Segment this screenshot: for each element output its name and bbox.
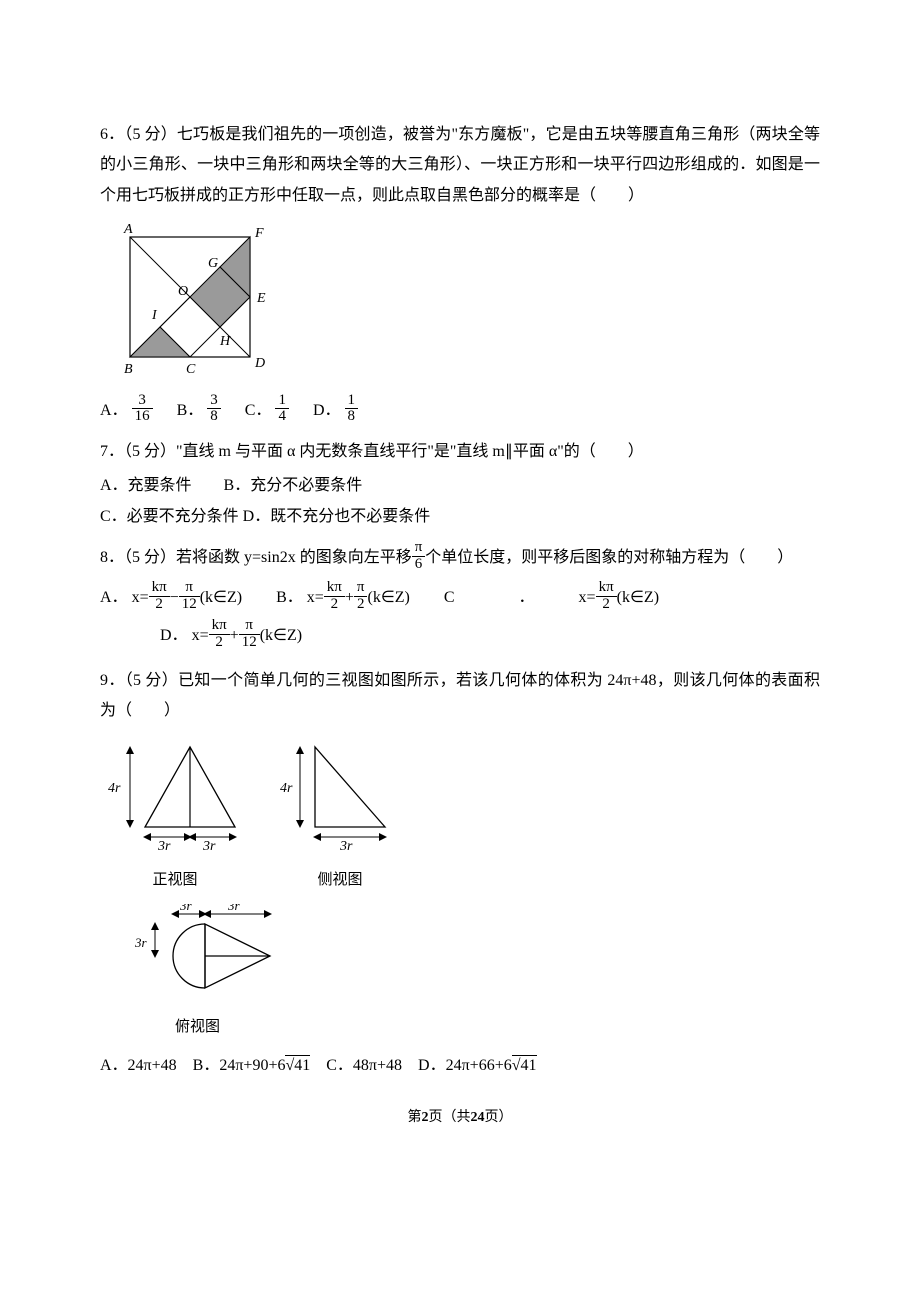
option-9d-math: 24π+66+6√41 [446,1055,537,1074]
option-9b-math: 24π+90+6√41 [219,1055,310,1074]
option-6b: B． 38 [177,395,221,428]
option-8c: C ． x=kπ2(k∈Z) [444,589,659,606]
question-7: 7．（5 分）"直线 m 与平面 α 内无数条直线平行"是"直线 m∥平面 α"… [100,437,820,532]
question-6-text: 6．（5 分）七巧板是我们祖先的一项创造，被誉为"东方魔板"，它是由五块等腰直角… [100,120,820,211]
question-9-options: A．24π+48 B．24π+90+6√41 C．48π+48 D．24π+66… [100,1051,820,1081]
svg-text:B: B [124,362,133,377]
question-7-text: 7．（5 分）"直线 m 与平面 α 内无数条直线平行"是"直线 m∥平面 α"… [100,437,820,467]
question-8-options: A． x=kπ2−π12(k∈Z) B． x=kπ2+π2(k∈Z) C ． x… [100,579,820,656]
question-9-text: 9．（5 分）已知一个简单几何的三视图如图所示，若该几何体的体积为 24π+48… [100,666,820,727]
svg-text:4r: 4r [280,781,293,796]
svg-text:3r: 3r [134,935,148,950]
option-6d: D． 18 [313,395,358,428]
question-9: 9．（5 分）已知一个简单几何的三视图如图所示，若该几何体的体积为 24π+48… [100,666,820,1082]
svg-text:3r: 3r [339,839,353,852]
question-7-options: A．充要条件 B．充分不必要条件 C．必要不充分条件 D．既不充分也不必要条件 [100,471,820,532]
option-9a: A．24π+48 B． [100,1057,219,1074]
svg-text:F: F [254,226,264,241]
option-8b: B． x=kπ2+π2(k∈Z) [276,589,414,606]
tangram-figure: A F G E O I H D C B [100,217,820,388]
front-view: 4r 3r 3r 正视图 [100,732,250,894]
top-view: 3r 3r 3r 俯视图 [120,904,820,1041]
option-9c: C．48π+48 D． [310,1057,445,1074]
option-8a: A． x=kπ2−π12(k∈Z) [100,589,246,606]
question-8: 8．（5 分）若将函数 y=sin2x 的图象向左平移π6个单位长度，则平移后图… [100,542,820,655]
svg-text:4r: 4r [108,781,121,796]
question-8-text: 8．（5 分）若将函数 y=sin2x 的图象向左平移π6个单位长度，则平移后图… [100,542,820,575]
front-view-label: 正视图 [100,866,250,895]
svg-text:3r: 3r [179,904,193,913]
question-6: 6．（5 分）七巧板是我们祖先的一项创造，被誉为"东方魔板"，它是由五块等腰直角… [100,120,820,427]
svg-text:A: A [123,222,133,237]
svg-text:C: C [186,362,196,377]
option-7-line1: A．充要条件 B．充分不必要条件 [100,471,820,501]
svg-text:G: G [208,256,218,271]
svg-text:3r: 3r [227,904,241,913]
svg-text:3r: 3r [157,839,171,852]
tangram-svg: A F G E O I H D C B [100,217,270,377]
option-6c: C． 14 [245,395,289,428]
svg-text:O: O [178,284,188,299]
svg-text:3r: 3r [202,839,216,852]
page-footer: 第2页（共24页） [100,1105,820,1132]
side-view-label: 侧视图 [280,866,400,895]
option-7-line2: C．必要不充分条件 D．既不充分也不必要条件 [100,502,820,532]
svg-text:D: D [254,356,265,371]
side-view: 4r 3r 侧视图 [280,732,400,894]
option-6a: A． 316 [100,395,153,428]
top-view-label: 俯视图 [175,1013,820,1042]
question-6-options: A． 316 B． 38 C． 14 D． 18 [100,395,820,428]
svg-text:H: H [219,334,231,349]
option-8d: D． x=kπ2+π12(k∈Z) [160,617,820,655]
three-views-figure: 4r 3r 3r 正视图 4r 3r [100,732,820,1041]
svg-text:E: E [256,291,266,306]
